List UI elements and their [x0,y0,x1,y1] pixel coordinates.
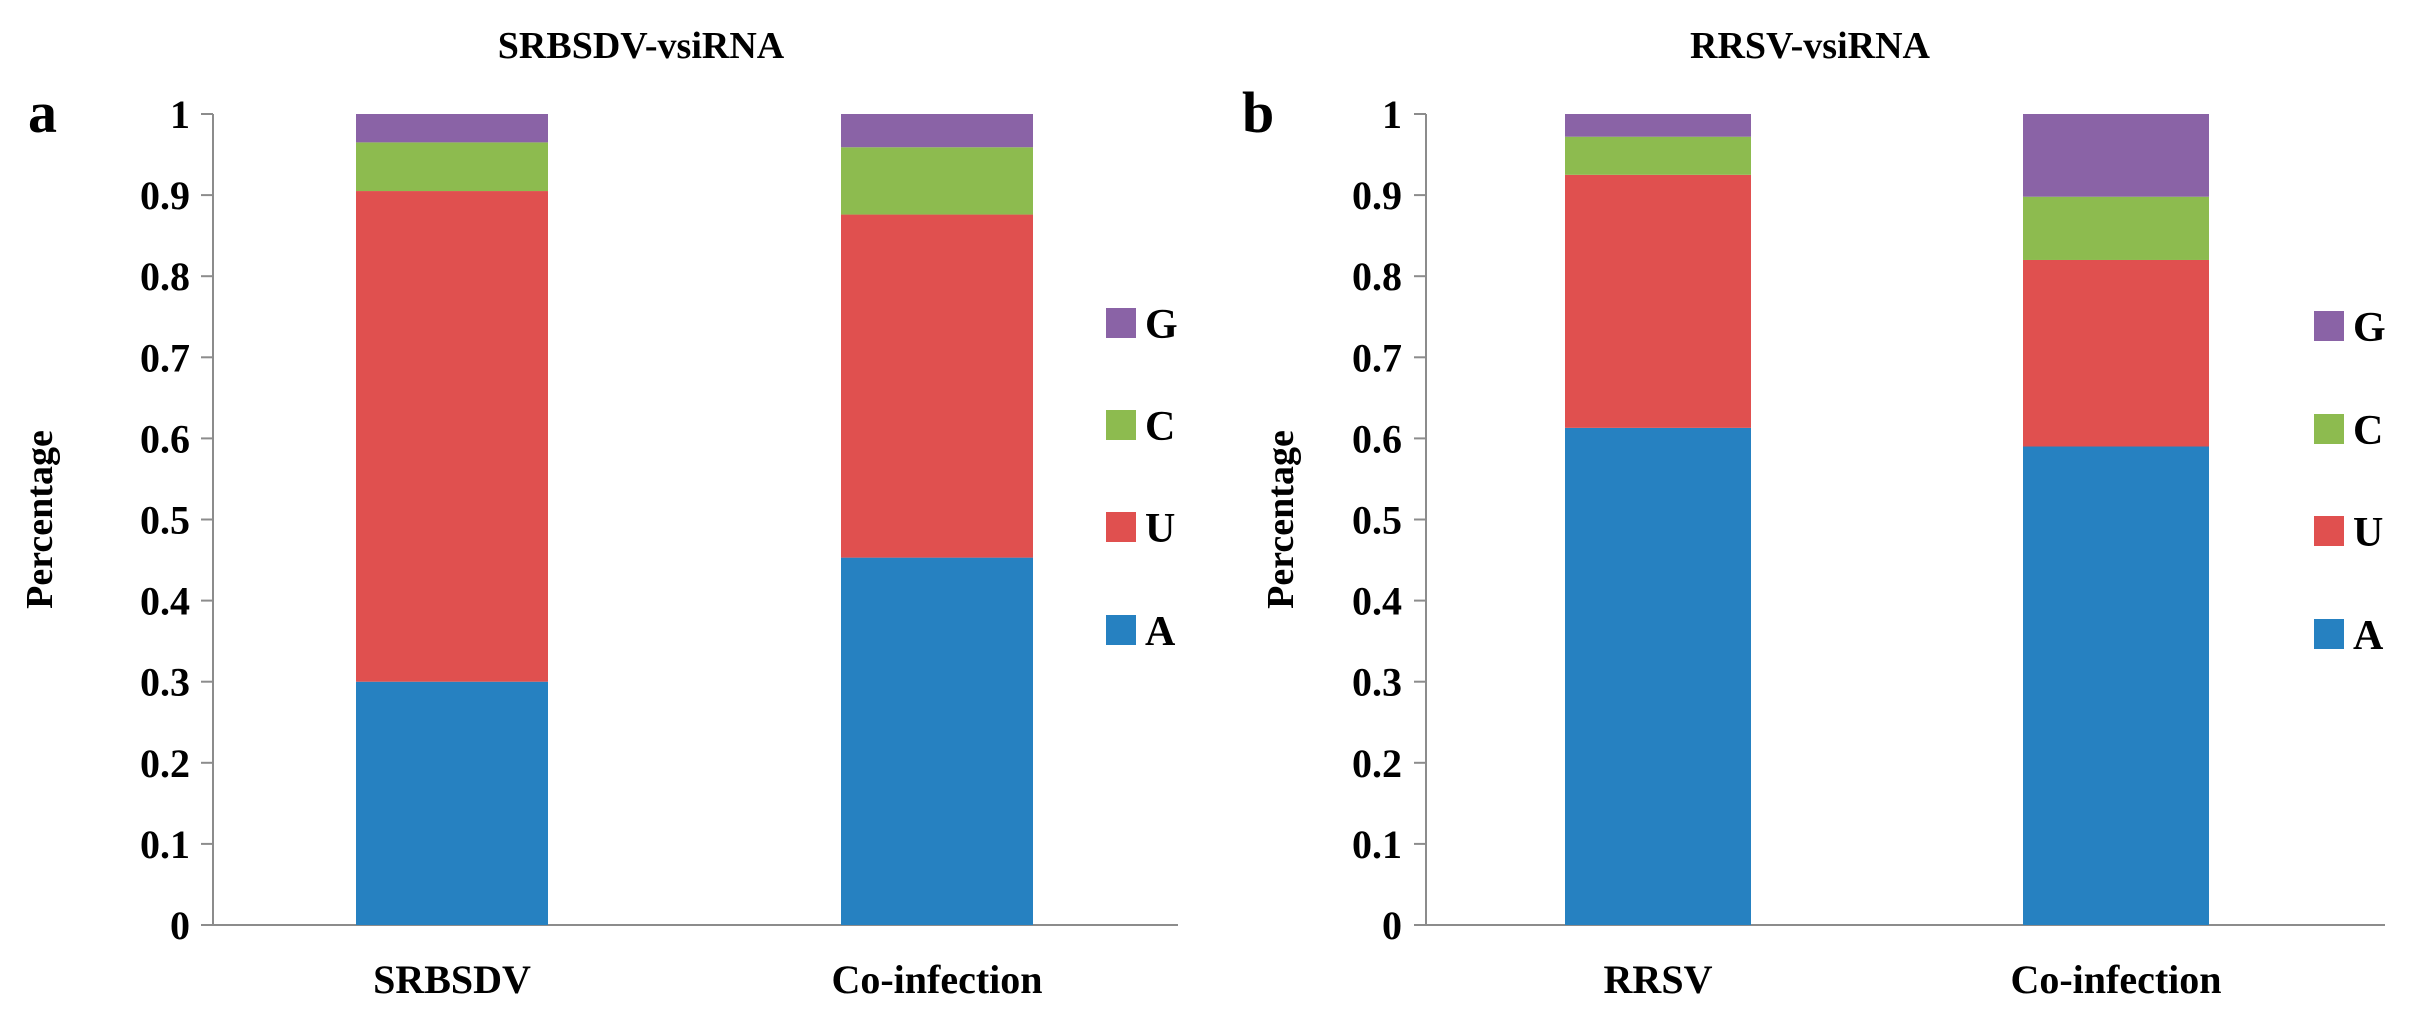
panel-label: a [28,80,57,145]
y-tick-label: 0 [170,903,190,948]
legend-swatch-a [2314,619,2344,649]
y-tick-label: 0.8 [140,254,190,299]
y-tick-label: 0.9 [140,173,190,218]
bar-rrsv-c [1565,136,1751,175]
legend-label-c: C [2353,408,2383,454]
legend-swatch-u [2314,516,2344,546]
legend-label-g: G [2353,305,2386,351]
y-tick-label: 0.1 [1352,822,1402,867]
legend-swatch-u [1106,512,1136,542]
legend-label-u: U [2353,510,2383,556]
y-tick-label: 0.4 [140,579,190,624]
x-tick-label: SRBSDV [373,957,531,1002]
bar-co-infection-u [2023,259,2209,447]
legend-swatch-c [2314,414,2344,444]
bar-co-infection-u [841,214,1033,558]
legend-label-a: A [1145,609,1176,655]
legend-swatch-c [1106,410,1136,440]
y-tick-label: 0.5 [140,498,190,543]
y-tick-label: 0.6 [1352,416,1402,461]
bar-co-infection-g [841,114,1033,148]
y-tick-label: 1 [170,92,190,137]
bar-srbsdv-c [356,142,548,192]
x-tick-label: Co-infection [2010,957,2221,1002]
y-tick-label: 1 [1382,92,1402,137]
chart-title: SRBSDV-vsiRNA [498,25,785,67]
bar-srbsdv-g [356,114,548,143]
y-tick-label: 0.3 [140,660,190,705]
bar-srbsdv-u [356,191,548,682]
y-tick-label: 0.4 [1352,579,1402,624]
x-tick-label: RRSV [1604,957,1713,1002]
y-axis-label: Percentage [1260,430,1302,609]
bar-rrsv-g [1565,114,1751,137]
chart-title: RRSV-vsiRNA [1690,25,1931,67]
legend-label-a: A [2353,613,2384,659]
y-tick-label: 0.6 [140,416,190,461]
legend-label-g: G [1145,302,1178,348]
y-axis-label: Percentage [19,430,61,609]
bar-co-infection-c [2023,196,2209,260]
bar-co-infection-c [841,147,1033,215]
y-tick-label: 0.1 [140,822,190,867]
y-tick-label: 0.3 [1352,660,1402,705]
legend-label-c: C [1145,404,1175,450]
bar-rrsv-a [1565,427,1751,925]
y-tick-label: 0.8 [1352,254,1402,299]
y-tick-label: 0.7 [1352,335,1402,380]
legend-label-u: U [1145,506,1175,552]
bar-rrsv-u [1565,174,1751,428]
legend-swatch-a [1106,615,1136,645]
y-tick-label: 0.2 [1352,741,1402,786]
bar-srbsdv-a [356,681,548,925]
bar-co-infection-a [2023,446,2209,925]
bar-co-infection-g [2023,114,2209,197]
y-tick-label: 0.2 [140,741,190,786]
bar-co-infection-a [841,557,1033,925]
legend-swatch-g [1106,308,1136,338]
panel-label: b [1242,80,1274,145]
y-tick-label: 0.5 [1352,498,1402,543]
y-tick-label: 0.9 [1352,173,1402,218]
y-tick-label: 0 [1382,903,1402,948]
x-tick-label: Co-infection [831,957,1042,1002]
y-tick-label: 0.7 [140,335,190,380]
legend-swatch-g [2314,311,2344,341]
